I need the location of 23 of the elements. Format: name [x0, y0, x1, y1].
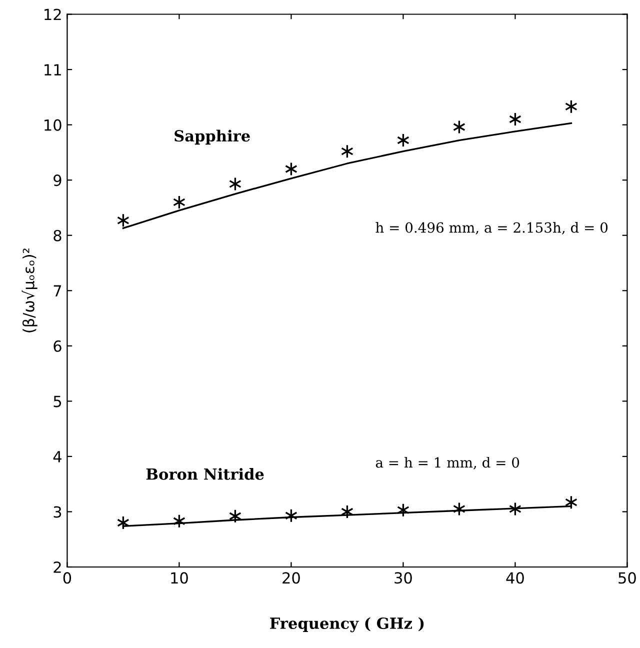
y-tick-label: 9: [54, 174, 62, 186]
x-tick-label: 20: [282, 572, 300, 584]
text: Boron Nitride: [146, 468, 264, 480]
x-tick-label: 40: [506, 572, 524, 584]
x-axis-title: Frequency ( GHz ): [270, 617, 424, 632]
y-tick-label: 5: [54, 396, 62, 408]
annotation: a = h = 1 mm, d = 0: [376, 456, 520, 470]
x-tick-label: 30: [394, 572, 412, 584]
x-tick-label: 10: [171, 572, 188, 584]
x-tick-label: 0: [63, 572, 72, 584]
y-axis-title: (β/ω√μₒεₒ)²: [22, 248, 38, 332]
y-tick-label: 10: [44, 119, 62, 131]
x-tick-label: 50: [618, 572, 636, 584]
y-tick-label: 3: [54, 506, 62, 518]
y-tick-label: 11: [44, 64, 61, 76]
y-tick-label: 4: [53, 451, 62, 462]
y-tick-label: 12: [44, 8, 61, 20]
y-tick-label: 6: [54, 340, 62, 352]
y-tick-label: 2: [54, 561, 61, 573]
text: Sapphire: [174, 130, 250, 145]
y-tick-label: 7: [54, 285, 62, 296]
y-tick-label: 8: [54, 230, 62, 242]
annotation: h = 0.496 mm, a = 2.153h, d = 0: [376, 222, 608, 234]
